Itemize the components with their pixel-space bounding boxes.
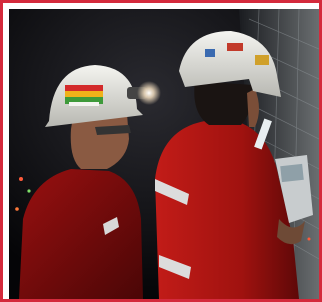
helmet-sticker: [205, 49, 215, 57]
page: (() => { const data = JSON.parse(documen…: [0, 0, 322, 302]
helmet-sticker: [255, 55, 269, 65]
right-miner-head: [194, 81, 253, 125]
device-screen: [280, 164, 304, 182]
photo: [9, 9, 319, 299]
helmet-sticker: [227, 43, 243, 51]
lamp-light: [137, 81, 161, 105]
photo-frame: [0, 0, 322, 302]
helmet-logo: [65, 85, 103, 106]
